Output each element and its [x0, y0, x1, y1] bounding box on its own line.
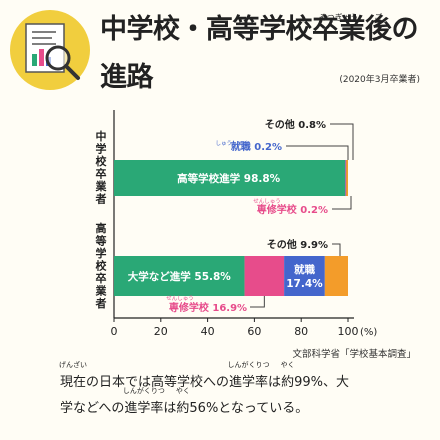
category-label-char: 高 [96, 221, 107, 235]
category-label-char: 者 [95, 296, 107, 310]
furigana-label: せんしゅう [166, 295, 194, 302]
caption-segment: の日本では高等学校への [86, 375, 230, 390]
data-label: 就職 [294, 263, 315, 276]
leader-line [330, 123, 354, 160]
data-label: 就職 0.2% [231, 140, 282, 153]
leader-line [332, 243, 341, 256]
category-label-char: 業 [95, 284, 108, 298]
category-label-char: 等 [95, 234, 107, 248]
furigana-label: しゅうしょく [215, 140, 248, 147]
caption-segment: 学などへの [60, 401, 125, 416]
bar-segment-大学など進学 [114, 256, 245, 296]
leader-line [332, 196, 352, 210]
caption-segment: 約やく [176, 387, 190, 422]
bar-segment-専修学校 [345, 160, 346, 196]
caption-segment: は [268, 375, 282, 390]
source-note: 文部科学省「学校基本調査」 [292, 349, 416, 360]
data-label: 専修学校 0.2% [257, 203, 328, 216]
leader-line [250, 296, 265, 308]
title-furigana-go: ご [374, 13, 383, 22]
x-tick-label: 0 [111, 325, 118, 338]
x-tick-label: 40 [201, 325, 215, 338]
x-tick-label: 60 [247, 325, 261, 338]
category-label-char: 業 [95, 179, 108, 193]
caption-text: 現在 げんざい の日本では高等学校への進学率 しんがくりつ は約 やく 99%、大 学など… [59, 361, 430, 422]
data-label: 専修学校 16.9% [169, 301, 247, 314]
category-label-char: 学 [96, 142, 107, 156]
bar-segment-高等学校進学 [114, 160, 346, 196]
x-tick-label: 100 [338, 325, 359, 338]
bar-segment-就職 [345, 160, 347, 196]
category-label-char: 卒 [96, 271, 107, 285]
data-label: 高等学校進学 98.8% [177, 172, 281, 185]
category-label-char: 中 [96, 129, 107, 143]
caption-ruby: しんがくりつ [227, 361, 270, 369]
x-unit-label: (%) [360, 327, 377, 338]
page-title: 中学校・高等学校卒業 そつぎょう後ごの 進路 [100, 6, 430, 102]
data-label: その他 9.9% [267, 238, 328, 251]
bar-segment-専修学校 [244, 256, 285, 296]
bar-segment-その他 [324, 256, 348, 296]
magnifier-report-icon [25, 23, 80, 80]
bar-segment-就職 [284, 256, 325, 296]
category-label-char: 学 [96, 246, 107, 260]
caption-ruby: やく [175, 387, 190, 395]
caption-ruby: げんざい [59, 361, 87, 369]
caption-segment: 進学率 しんがくりつ [228, 361, 270, 396]
caption-line-1: 現在 げんざい の日本では高等学校への進学率 しんがくりつ は約 やく 99%、大 [59, 361, 430, 396]
page-title-line2: 進路 [100, 62, 154, 93]
furigana-label: せんしゅう [253, 198, 281, 205]
caption-segment: 現在 げんざい [59, 361, 87, 396]
caption-segment: 進学率 しんがくりつ [123, 387, 165, 422]
category-label-char: 卒 [96, 167, 107, 181]
data-label: 大学など進学 55.8% [128, 270, 232, 283]
bar-segment-その他 [346, 160, 348, 196]
x-tick-label: 20 [154, 325, 168, 338]
x-tick-label: 80 [294, 325, 308, 338]
date-note: (2020年3月卒業者) [339, 75, 420, 85]
caption-ruby: しんがくりつ [122, 387, 165, 395]
caption-segment: 56%となっている。 [189, 401, 309, 416]
caption-segment: 約やく [281, 361, 295, 396]
caption-segment: は [163, 401, 177, 416]
category-label-char: 校 [96, 154, 108, 168]
caption-line-2: 学などへの進学率 しんがくりつ は約 やく 56%となっている。 [60, 387, 430, 422]
category-label-char: 校 [96, 259, 108, 273]
data-label: その他 0.8% [265, 118, 326, 131]
data-label: 17.4% [286, 278, 323, 290]
caption-ruby: やく [280, 361, 295, 369]
caption-segment: 99%、大 [294, 375, 349, 390]
leader-line [286, 145, 349, 160]
category-label-char: 者 [95, 192, 107, 206]
title-furigana: そつぎょう [318, 13, 359, 22]
